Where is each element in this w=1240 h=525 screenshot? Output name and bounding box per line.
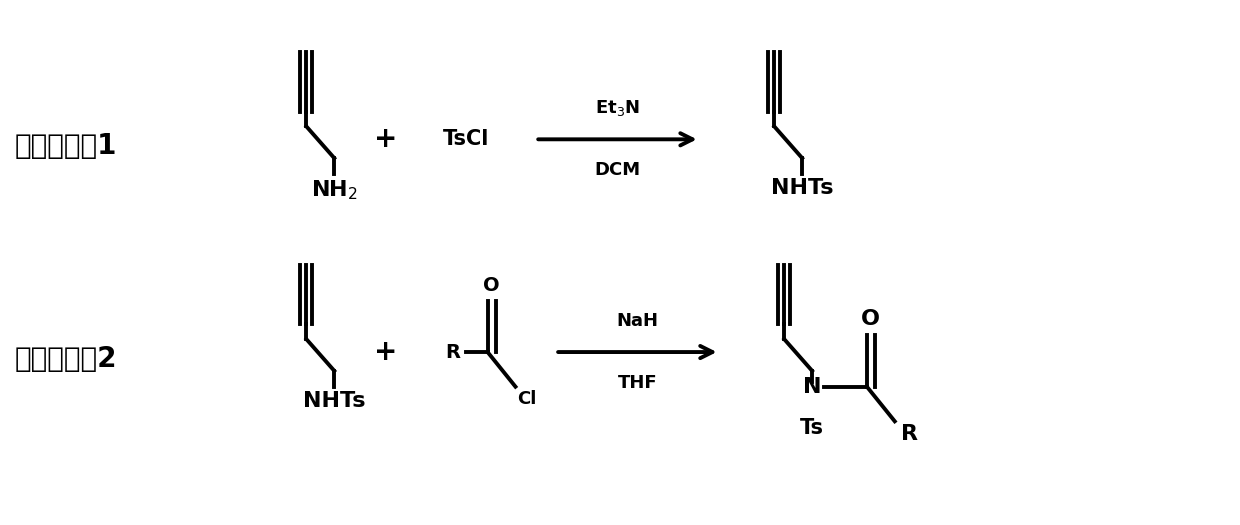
Text: O: O <box>862 309 880 329</box>
Text: N: N <box>802 376 821 397</box>
Text: NaH: NaH <box>616 312 658 330</box>
Text: NHTs: NHTs <box>771 178 833 198</box>
Text: Et$_3$N: Et$_3$N <box>595 98 640 118</box>
Text: 反应方程式2: 反应方程式2 <box>15 345 118 373</box>
Text: 反应方程式1: 反应方程式1 <box>15 132 117 160</box>
Text: +: + <box>374 338 398 366</box>
Text: NHTs: NHTs <box>303 391 366 411</box>
Text: Cl: Cl <box>517 390 537 407</box>
Text: THF: THF <box>618 374 657 392</box>
Text: NH$_2$: NH$_2$ <box>311 178 358 202</box>
Text: R: R <box>900 424 918 444</box>
Text: TsCl: TsCl <box>443 129 489 149</box>
Text: DCM: DCM <box>594 161 641 179</box>
Text: R: R <box>445 342 461 362</box>
Text: +: + <box>374 125 398 153</box>
Text: Ts: Ts <box>800 418 825 438</box>
Text: O: O <box>484 276 500 295</box>
